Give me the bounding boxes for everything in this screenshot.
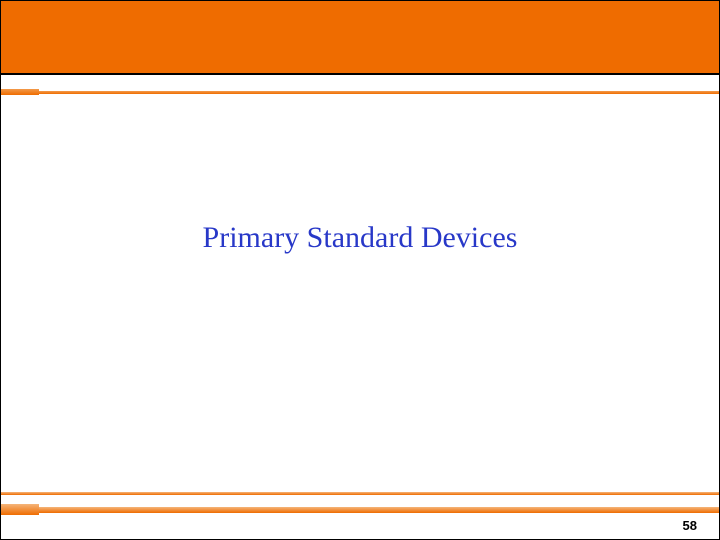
footer-accent-left xyxy=(1,504,39,515)
footer-strip-top xyxy=(1,492,719,495)
header-accent-line xyxy=(39,91,719,94)
footer-strip-bottom xyxy=(39,507,719,513)
presentation-slide: Primary Standard Devices 58 xyxy=(0,0,720,540)
header-accent-left xyxy=(1,89,39,95)
header-underline xyxy=(1,73,719,75)
page-number: 58 xyxy=(683,518,697,533)
header-band xyxy=(1,1,719,73)
slide-title: Primary Standard Devices xyxy=(1,221,719,255)
